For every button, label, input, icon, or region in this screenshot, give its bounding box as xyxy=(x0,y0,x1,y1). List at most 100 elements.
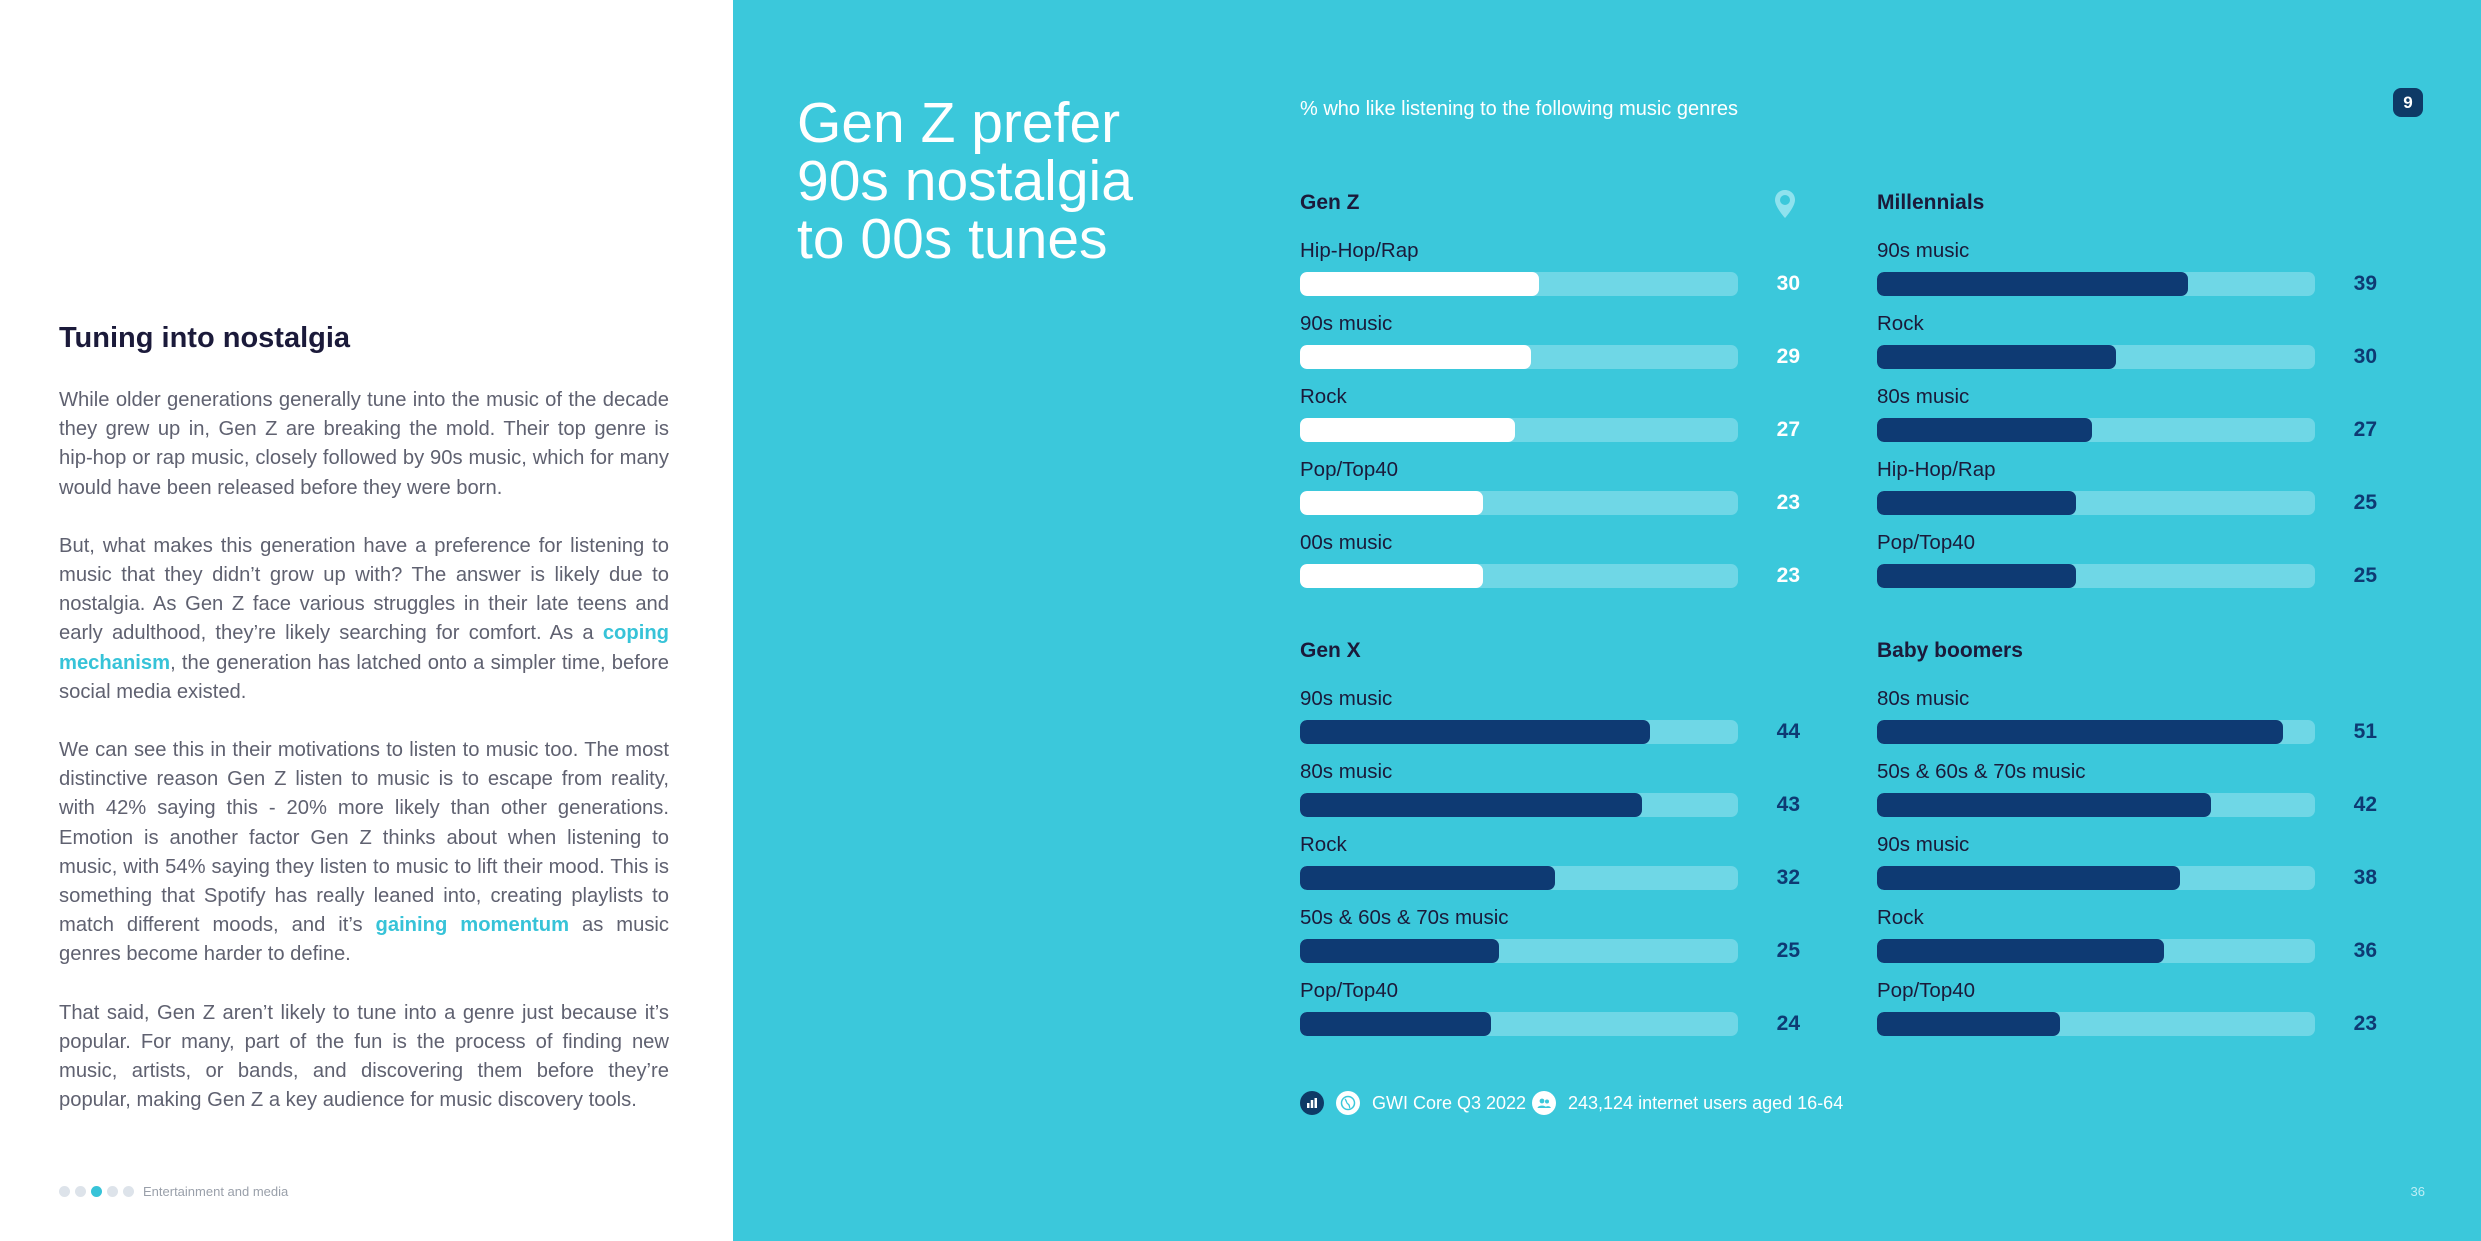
chart-row: Pop/Top40 23 xyxy=(1877,979,2377,1052)
data-label: 25 xyxy=(2353,564,2377,587)
category-label: Pop/Top40 xyxy=(1300,458,1399,481)
bar xyxy=(1300,491,1483,515)
category-label: 90s music xyxy=(1877,833,1970,856)
bar-track xyxy=(1300,272,1738,296)
bar xyxy=(1300,272,1539,296)
data-label: 51 xyxy=(2353,720,2377,743)
paragraph-2: But, what makes this generation have a p… xyxy=(59,532,669,707)
gaining-momentum-link[interactable]: gaining momentum xyxy=(375,914,570,937)
category-label: 90s music xyxy=(1877,239,1970,262)
bar xyxy=(1877,939,2164,963)
data-label: 23 xyxy=(2353,1012,2377,1035)
data-label: 38 xyxy=(2353,866,2377,889)
bar-track xyxy=(1877,866,2315,890)
category-label: 80s music xyxy=(1877,385,1970,408)
data-label: 43 xyxy=(1776,793,1800,816)
progress-dot xyxy=(75,1186,86,1197)
data-label: 30 xyxy=(1776,272,1800,295)
page-badge: 9 xyxy=(2393,88,2423,117)
panel-title: Gen Z xyxy=(1300,191,1360,214)
paragraph-2-text-a: But, what makes this generation have a p… xyxy=(59,534,669,645)
category-label: 80s music xyxy=(1300,760,1393,783)
progress-dot xyxy=(91,1186,102,1197)
bar xyxy=(1300,939,1499,963)
data-label: 44 xyxy=(1776,720,1800,743)
category-label: Rock xyxy=(1877,312,1924,335)
users-icon xyxy=(1532,1091,1556,1115)
chart-row: 50s & 60s & 70s music 25 xyxy=(1300,906,1800,979)
chart-row: Rock 32 xyxy=(1300,833,1800,906)
sample-text: 243,124 internet users aged 16-64 xyxy=(1568,1093,1844,1113)
paragraph-3-text-a: We can see this in their motivations to … xyxy=(59,739,669,937)
chart-row: Rock 27 xyxy=(1300,385,1800,458)
page-number: 36 xyxy=(2410,1184,2425,1199)
data-label: 30 xyxy=(2353,345,2377,368)
chart-row: 00s music 23 xyxy=(1300,531,1800,604)
bar-track xyxy=(1300,866,1738,890)
progress-dot xyxy=(59,1186,70,1197)
bar xyxy=(1877,491,2076,515)
bar-track xyxy=(1300,720,1738,744)
chart-row: Hip-Hop/Rap 30 xyxy=(1300,239,1800,312)
category-label: Pop/Top40 xyxy=(1300,979,1399,1002)
bar-track xyxy=(1877,272,2315,296)
hero-title-line-3: to 00s tunes xyxy=(797,207,1108,271)
chart-row: Hip-Hop/Rap 25 xyxy=(1877,458,2377,531)
coping-mechanism-link[interactable]: coping mechanism xyxy=(59,622,669,674)
category-label: Rock xyxy=(1877,906,1924,929)
bar-track xyxy=(1877,564,2315,588)
bar xyxy=(1300,720,1650,744)
page-progress-dots xyxy=(59,1186,134,1197)
chart-row: 50s & 60s & 70s music 42 xyxy=(1877,760,2377,833)
bar xyxy=(1877,866,2180,890)
bar-track xyxy=(1300,793,1738,817)
chart-row: 80s music 27 xyxy=(1877,385,2377,458)
map-pin-icon xyxy=(1775,190,1795,218)
chart-title: % who like listening to the following mu… xyxy=(1300,98,1738,120)
chart-row: Rock 30 xyxy=(1877,312,2377,385)
category-label: Hip-Hop/Rap xyxy=(1877,458,1996,481)
bar xyxy=(1877,345,2116,369)
chart-row: 80s music 51 xyxy=(1877,687,2377,760)
bar-track xyxy=(1877,793,2315,817)
bar-track xyxy=(1300,1012,1738,1036)
data-label: 24 xyxy=(1776,1012,1800,1035)
section-name: Entertainment and media xyxy=(143,1184,289,1199)
category-label: 50s & 60s & 70s music xyxy=(1300,906,1509,929)
category-label: Rock xyxy=(1300,833,1347,856)
bar xyxy=(1300,345,1531,369)
data-label: 32 xyxy=(1776,866,1800,889)
hero-title-line-2: 90s nostalgia xyxy=(797,149,1133,213)
category-label: Pop/Top40 xyxy=(1877,979,1976,1002)
bar-track xyxy=(1877,1012,2315,1036)
bar-track xyxy=(1877,345,2315,369)
article-title: Tuning into nostalgia xyxy=(59,322,351,354)
globe-icon xyxy=(1336,1091,1360,1115)
bar-track xyxy=(1877,720,2315,744)
category-label: 50s & 60s & 70s music xyxy=(1877,760,2086,783)
chart-row: 90s music 29 xyxy=(1300,312,1800,385)
data-label: 36 xyxy=(2353,939,2377,962)
bar xyxy=(1877,418,2092,442)
chart-row: Pop/Top40 25 xyxy=(1877,531,2377,604)
category-label: 90s music xyxy=(1300,312,1393,335)
paragraph-2-text-b: , the generation has latched onto a simp… xyxy=(59,651,669,703)
bar xyxy=(1300,418,1515,442)
data-label: 29 xyxy=(1776,345,1800,368)
data-label: 27 xyxy=(2353,418,2377,441)
chart-row: 90s music 39 xyxy=(1877,239,2377,312)
paragraph-1: While older generations generally tune i… xyxy=(59,389,669,499)
category-label: 90s music xyxy=(1300,687,1393,710)
bar-track xyxy=(1300,564,1738,588)
panel-title: Baby boomers xyxy=(1877,639,2023,662)
paragraph-4: That said, Gen Z aren’t likely to tune i… xyxy=(59,1001,669,1112)
bar xyxy=(1300,866,1555,890)
data-label: 25 xyxy=(1776,939,1800,962)
left-page: Tuning into nostalgia While older genera… xyxy=(0,0,733,1241)
chart-row: 90s music 38 xyxy=(1877,833,2377,906)
category-label: 80s music xyxy=(1877,687,1970,710)
bar xyxy=(1877,564,2076,588)
data-label: 27 xyxy=(1776,418,1800,441)
data-label: 42 xyxy=(2353,793,2377,816)
panel-title: Gen X xyxy=(1300,639,1361,662)
